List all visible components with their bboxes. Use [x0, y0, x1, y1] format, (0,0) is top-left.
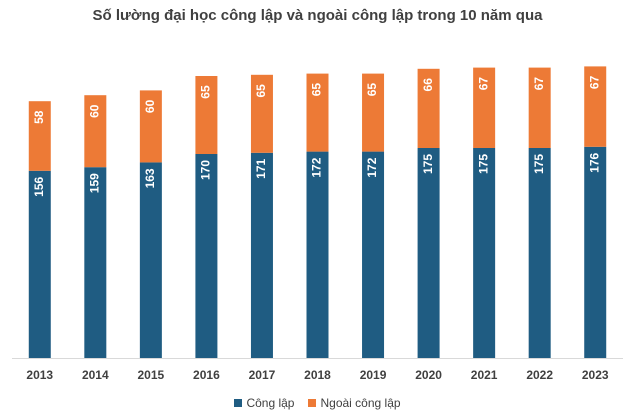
- data-label-ngoai-cong-lap-2013: 58: [32, 110, 46, 124]
- bar-ngoai-cong-lap-2016: [195, 76, 218, 154]
- data-label-cong-lap-2013: 156: [32, 176, 46, 196]
- data-label-ngoai-cong-lap-2018: 65: [310, 83, 324, 97]
- data-label-ngoai-cong-lap-2021: 67: [476, 77, 490, 91]
- bar-cong-lap-2014: [84, 167, 107, 358]
- bar-ngoai-cong-lap-2022: [528, 67, 551, 148]
- data-label-ngoai-cong-lap-2019: 65: [365, 83, 379, 97]
- bar-cong-lap-2022: [528, 148, 551, 358]
- bar-cong-lap-2019: [362, 151, 385, 358]
- data-label-cong-lap-2021: 175: [476, 154, 490, 174]
- x-tick-label-2017: 2017: [249, 368, 276, 382]
- data-label-ngoai-cong-lap-2016: 65: [199, 85, 213, 99]
- legend-label-cong-lap: Công lập: [246, 396, 295, 410]
- bar-cong-lap-2021: [473, 148, 496, 358]
- x-tick-label-2019: 2019: [360, 368, 387, 382]
- bar-cong-lap-2017: [250, 152, 273, 358]
- bar-ngoai-cong-lap-2018: [306, 73, 329, 152]
- data-label-ngoai-cong-lap-2017: 65: [254, 84, 268, 98]
- data-label-cong-lap-2022: 175: [532, 154, 546, 174]
- bar-cong-lap-2013: [28, 170, 51, 358]
- bar-ngoai-cong-lap-2015: [139, 90, 162, 163]
- data-label-cong-lap-2016: 170: [199, 160, 213, 180]
- bar-ngoai-cong-lap-2020: [417, 68, 440, 148]
- bar-ngoai-cong-lap-2019: [362, 73, 385, 152]
- bar-cong-lap-2020: [417, 148, 440, 358]
- x-tick-label-2014: 2014: [82, 368, 109, 382]
- bar-cong-lap-2015: [139, 162, 162, 358]
- x-tick-label-2022: 2022: [526, 368, 553, 382]
- legend: Công lập Ngoài công lập: [0, 396, 635, 410]
- x-tick-label-2015: 2015: [138, 368, 165, 382]
- data-label-cong-lap-2014: 159: [87, 173, 101, 193]
- bar-ngoai-cong-lap-2014: [84, 95, 107, 168]
- legend-item-ngoai-cong-lap: Ngoài công lập: [308, 396, 401, 410]
- legend-swatch-cong-lap: [234, 399, 243, 407]
- x-tick-label-2016: 2016: [193, 368, 220, 382]
- legend-item-cong-lap: Công lập: [234, 396, 294, 410]
- data-label-ngoai-cong-lap-2020: 66: [421, 78, 435, 92]
- data-label-ngoai-cong-lap-2023: 67: [587, 75, 601, 89]
- bar-ngoai-cong-lap-2017: [250, 74, 273, 153]
- x-tick-label-2021: 2021: [471, 368, 498, 382]
- legend-label-ngoai-cong-lap: Ngoài công lập: [320, 396, 401, 410]
- bar-ngoai-cong-lap-2021: [473, 67, 496, 148]
- data-label-cong-lap-2020: 175: [421, 154, 435, 174]
- data-label-cong-lap-2015: 163: [143, 168, 157, 188]
- chart-title: Số lường đại học công lập và ngoài công …: [92, 7, 543, 24]
- bar-cong-lap-2016: [195, 154, 218, 358]
- data-label-ngoai-cong-lap-2022: 67: [532, 77, 546, 91]
- bar-ngoai-cong-lap-2023: [584, 66, 607, 147]
- bar-ngoai-cong-lap-2013: [28, 101, 51, 171]
- data-label-cong-lap-2018: 172: [310, 157, 324, 177]
- data-label-ngoai-cong-lap-2015: 60: [143, 99, 157, 113]
- bar-cong-lap-2018: [306, 151, 329, 358]
- legend-swatch-ngoai-cong-lap: [308, 399, 317, 407]
- x-tick-label-2023: 2023: [582, 368, 609, 382]
- x-tick-label-2018: 2018: [304, 368, 331, 382]
- bar-cong-lap-2023: [584, 146, 607, 358]
- data-label-cong-lap-2017: 171: [254, 158, 268, 178]
- data-label-cong-lap-2019: 172: [365, 157, 379, 177]
- data-label-cong-lap-2023: 176: [587, 152, 601, 172]
- data-label-ngoai-cong-lap-2014: 60: [87, 104, 101, 118]
- x-tick-label-2013: 2013: [26, 368, 53, 382]
- x-tick-label-2020: 2020: [415, 368, 442, 382]
